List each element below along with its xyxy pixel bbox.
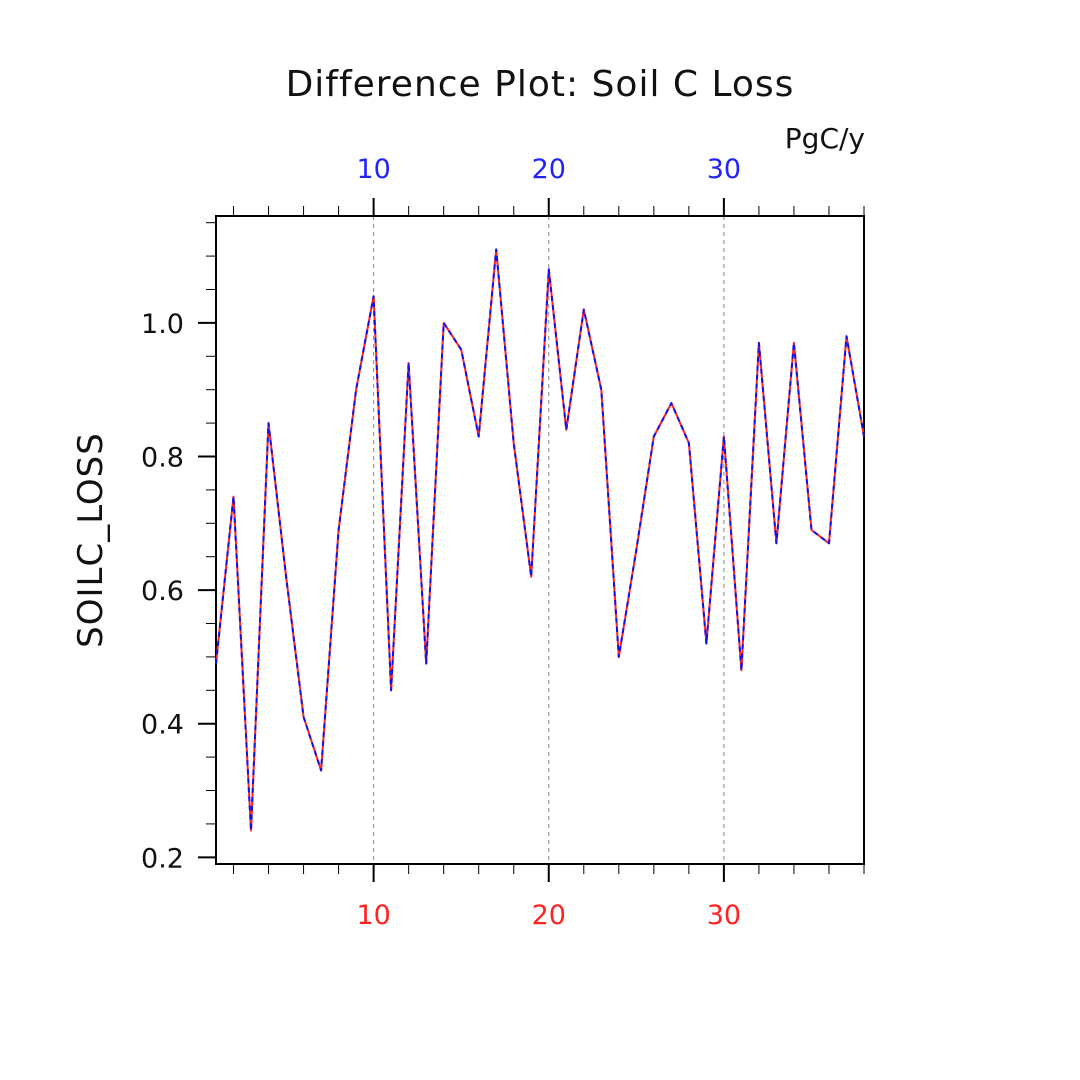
tick-labels: 0.2 0.4 0.6 0.8 1.0 10 10 20 20 30 30 bbox=[141, 154, 741, 931]
y-tick-label: 0.6 bbox=[141, 576, 184, 607]
series-line-2 bbox=[215, 248, 865, 832]
grid-lines bbox=[373, 216, 725, 864]
chart-title: Difference Plot: Soil C Loss bbox=[286, 64, 795, 105]
units-label: PgC/y bbox=[785, 122, 865, 155]
plot-frame bbox=[215, 215, 865, 865]
y-tick-label: 1.0 bbox=[141, 309, 184, 340]
x-top-tick-label: 20 bbox=[532, 154, 566, 185]
series-lines bbox=[215, 248, 865, 832]
y-axis-label: SOILC_LOSS bbox=[71, 432, 111, 648]
x-bottom-tick-label: 20 bbox=[532, 900, 566, 931]
axes bbox=[198, 198, 865, 882]
x-bottom-tick-label: 30 bbox=[707, 900, 741, 931]
y-tick-label: 0.4 bbox=[141, 710, 184, 741]
y-tick-label: 0.2 bbox=[141, 843, 184, 874]
x-top-tick-label: 30 bbox=[707, 154, 741, 185]
x-bottom-tick-label: 10 bbox=[356, 900, 390, 931]
y-tick-label: 0.8 bbox=[141, 442, 184, 473]
x-top-tick-label: 10 bbox=[356, 154, 390, 185]
